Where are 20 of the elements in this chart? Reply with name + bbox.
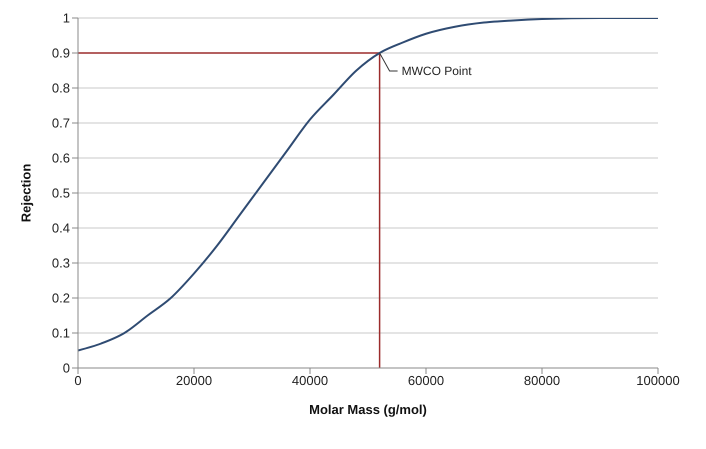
annotation: MWCO Point	[402, 64, 472, 78]
y-tick-label: 0.2	[52, 290, 70, 306]
x-axis-title: Molar Mass (g/mol)	[309, 402, 427, 417]
y-tick-label: 0	[62, 360, 70, 376]
x-tick-label: 20000	[176, 373, 212, 388]
y-tick-label: 0.8	[52, 80, 70, 96]
y-tick-label: 0.3	[52, 256, 70, 271]
y-tick-label: 0.7	[52, 116, 70, 131]
x-tick-label: 100000	[636, 373, 680, 388]
y-tick-label: 1	[62, 10, 70, 26]
x-tick-label: 40000	[292, 373, 328, 388]
y-tick-label: 0.5	[52, 186, 70, 201]
y-axis-title: Rejection	[18, 164, 34, 222]
y-tick-label: 0.6	[52, 150, 70, 166]
y-tick-label: 0.4	[52, 220, 70, 236]
x-tick-label: 60000	[408, 373, 444, 388]
x-tick-label: 0	[74, 373, 82, 388]
y-tick-label: 0.9	[52, 46, 70, 61]
y-tick-label: 0.1	[52, 326, 70, 341]
x-tick-label: 80000	[524, 373, 560, 388]
